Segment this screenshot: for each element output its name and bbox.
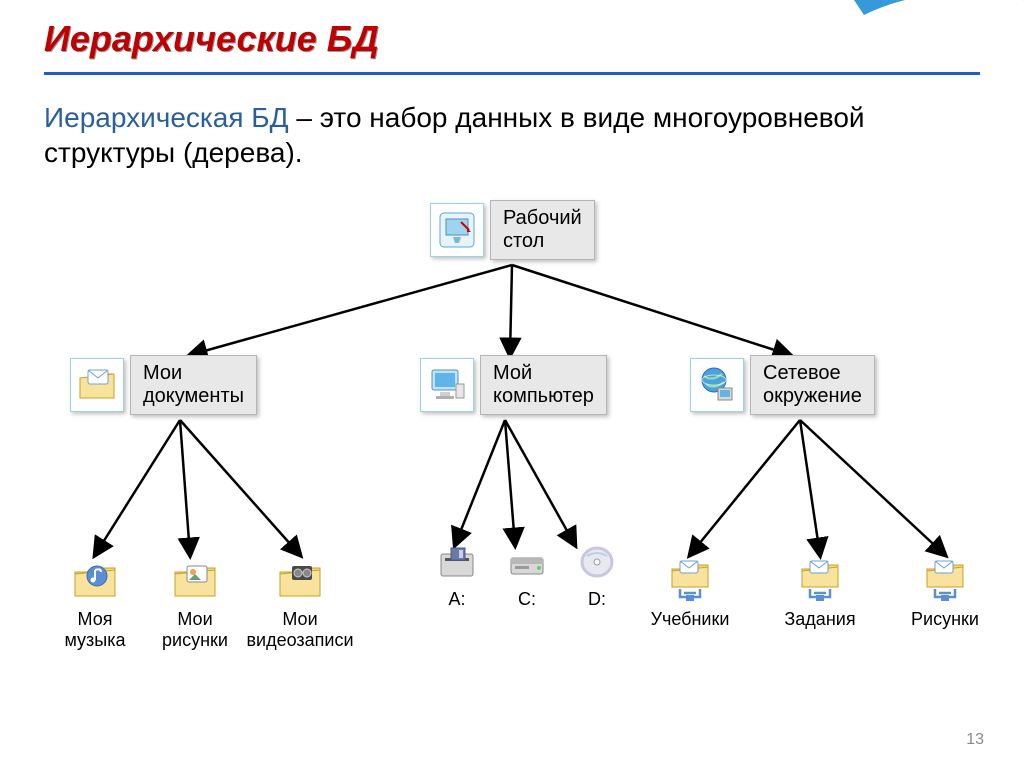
leaf-my-music-label: Моя музыка	[64, 609, 125, 650]
node-desktop-label: Рабочий стол	[490, 200, 595, 260]
folder-mail-icon	[70, 358, 124, 412]
leaf-drawings-label: Рисунки	[911, 609, 979, 630]
globe-icon	[690, 358, 744, 412]
leaf-textbooks: Учебники	[640, 555, 740, 630]
leaf-my-music: Моя музыка	[45, 555, 145, 650]
leaf-my-pictures-label: Мои рисунки	[162, 609, 228, 650]
tree-diagram: Рабочий стол Мои документы Мой компьютер	[0, 185, 1024, 725]
page-number: 13	[966, 731, 984, 749]
folder-picture-icon	[170, 555, 220, 605]
title-underline	[44, 72, 980, 75]
drive-c: C:	[502, 545, 552, 610]
drive-d-label: D:	[588, 589, 606, 610]
node-my-documents-label: Мои документы	[130, 355, 257, 415]
leaf-my-pictures: Мои рисунки	[145, 555, 245, 650]
node-my-computer: Мой компьютер	[420, 355, 607, 415]
node-network-places-label: Сетевое окружение	[750, 355, 875, 415]
floppy-icon	[435, 545, 479, 583]
leaf-my-videos-label: Мои видеозаписи	[246, 609, 353, 650]
definition-text: Иерархическая БД – это набор данных в ви…	[44, 100, 944, 170]
desktop-icon	[430, 203, 484, 257]
hdd-icon	[505, 545, 549, 583]
leaf-drawings: Рисунки	[895, 555, 995, 630]
drive-a-label: A:	[448, 589, 465, 610]
monitor-icon	[420, 358, 474, 412]
drive-c-label: C:	[518, 589, 536, 610]
slide-title: Иерархические БД	[44, 18, 379, 60]
net-folder-icon	[920, 555, 970, 605]
definition-term: Иерархическая БД	[44, 102, 289, 133]
net-folder-icon	[665, 555, 715, 605]
leaf-assignments: Задания	[770, 555, 870, 630]
leaf-assignments-label: Задания	[784, 609, 855, 630]
node-network-places: Сетевое окружение	[690, 355, 875, 415]
folder-video-icon	[275, 555, 325, 605]
cd-icon	[575, 545, 619, 583]
net-folder-icon	[795, 555, 845, 605]
node-desktop: Рабочий стол	[430, 200, 595, 260]
drive-a: A:	[432, 545, 482, 610]
leaf-my-videos: Мои видеозаписи	[250, 555, 350, 650]
folder-music-icon	[70, 555, 120, 605]
node-my-computer-label: Мой компьютер	[480, 355, 607, 415]
corner-swoosh	[844, 0, 1024, 80]
drives-row: A: C: D:	[432, 545, 622, 610]
drive-d: D:	[572, 545, 622, 610]
leaf-textbooks-label: Учебники	[651, 609, 730, 630]
node-my-documents: Мои документы	[70, 355, 257, 415]
